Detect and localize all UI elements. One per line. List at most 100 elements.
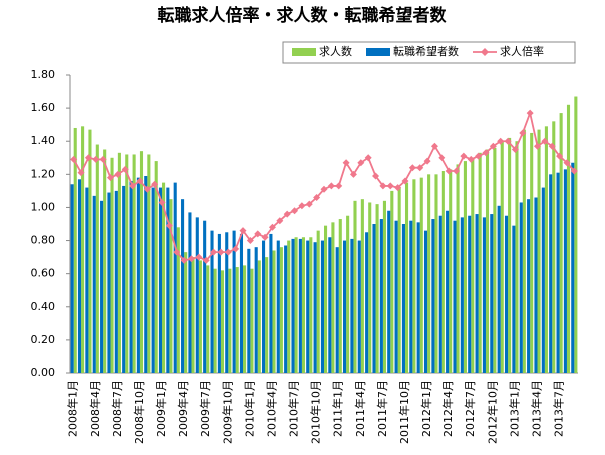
bar (122, 185, 126, 373)
bar (198, 260, 202, 373)
ratio-marker (99, 155, 107, 163)
legend-label: 求人数 (319, 45, 352, 58)
ratio-marker (504, 137, 512, 145)
ratio-marker (416, 164, 424, 172)
bar (144, 175, 148, 373)
ratio-marker (320, 185, 328, 193)
bar (335, 247, 339, 373)
bar (232, 230, 236, 373)
bar (449, 169, 453, 373)
bar (117, 152, 121, 373)
bar (158, 187, 163, 373)
ratio-marker (460, 152, 468, 160)
bar (85, 187, 89, 373)
ratio-marker (453, 167, 461, 175)
ratio-marker (210, 248, 218, 256)
bar (556, 172, 560, 373)
bar (427, 174, 431, 373)
bar (88, 129, 92, 373)
ratio-marker (511, 146, 519, 153)
bar (390, 190, 394, 373)
bar (306, 240, 310, 373)
bar (100, 200, 104, 373)
bar (136, 177, 140, 373)
bar (478, 152, 482, 373)
x-tick-label: 2012年1月 (419, 380, 433, 437)
ratio-marker (143, 185, 151, 193)
bar (456, 164, 460, 373)
ratio-marker (408, 164, 416, 172)
ratio-marker (232, 245, 240, 253)
ratio-marker (276, 217, 284, 225)
ratio-marker (489, 142, 497, 150)
bar (184, 252, 188, 373)
bar (471, 157, 475, 373)
x-tick-label: 2013年4月 (530, 380, 544, 437)
bar (129, 180, 133, 373)
ratio-marker (121, 165, 129, 173)
y-tick-label: 0.20 (31, 333, 56, 346)
bar (490, 214, 494, 373)
ratio-marker (386, 182, 394, 190)
bar (559, 113, 563, 374)
ratio-marker (357, 159, 365, 167)
bar (162, 182, 166, 373)
bar (401, 224, 405, 373)
y-tick-label: 1.60 (31, 101, 56, 114)
bar (468, 215, 472, 373)
ratio-marker (570, 167, 578, 175)
bar (571, 162, 575, 373)
bar (563, 169, 567, 373)
bar (250, 268, 254, 373)
ratio-marker (77, 169, 85, 177)
bar (508, 137, 512, 373)
bar (500, 141, 504, 373)
ratio-marker (372, 172, 380, 180)
bar (103, 149, 107, 373)
y-tick-label: 0.60 (31, 267, 56, 280)
ratio-marker (394, 184, 402, 192)
x-tick-label: 2013年7月 (552, 380, 566, 437)
ratio-marker (268, 223, 276, 231)
bar (239, 233, 244, 373)
x-tick-label: 2012年7月 (463, 380, 477, 437)
bar (195, 217, 199, 373)
bar (534, 197, 538, 373)
ratio-marker (246, 237, 254, 245)
bar (125, 154, 129, 373)
ratio-marker (129, 182, 137, 190)
bar (269, 233, 273, 373)
bar (379, 219, 383, 373)
y-tick-label: 1.00 (31, 200, 56, 213)
x-tick-label: 2011年4月 (353, 380, 367, 437)
bar (350, 238, 354, 373)
bar (203, 220, 207, 373)
bar (497, 205, 501, 373)
bar (254, 247, 258, 373)
bar (552, 121, 556, 373)
legend-swatch (481, 48, 489, 56)
ratio-marker (298, 202, 306, 210)
ratio-marker (173, 248, 181, 256)
bar (493, 147, 497, 373)
bar (139, 151, 144, 373)
ratio-marker (364, 154, 372, 162)
bar (375, 204, 379, 373)
bar (485, 149, 490, 373)
ratio-marker (224, 248, 232, 256)
ratio-marker (556, 152, 564, 160)
bar (423, 230, 428, 373)
ratio-marker (526, 109, 534, 117)
bar (515, 141, 519, 373)
bar (181, 199, 185, 373)
bar (81, 126, 85, 373)
bar (320, 240, 324, 373)
bar (512, 225, 516, 373)
bar (287, 240, 291, 373)
bar (95, 144, 99, 373)
bar (291, 238, 295, 373)
ratio-marker (563, 159, 571, 167)
bar (574, 96, 578, 374)
x-tick-label: 2008年10月 (132, 380, 146, 444)
